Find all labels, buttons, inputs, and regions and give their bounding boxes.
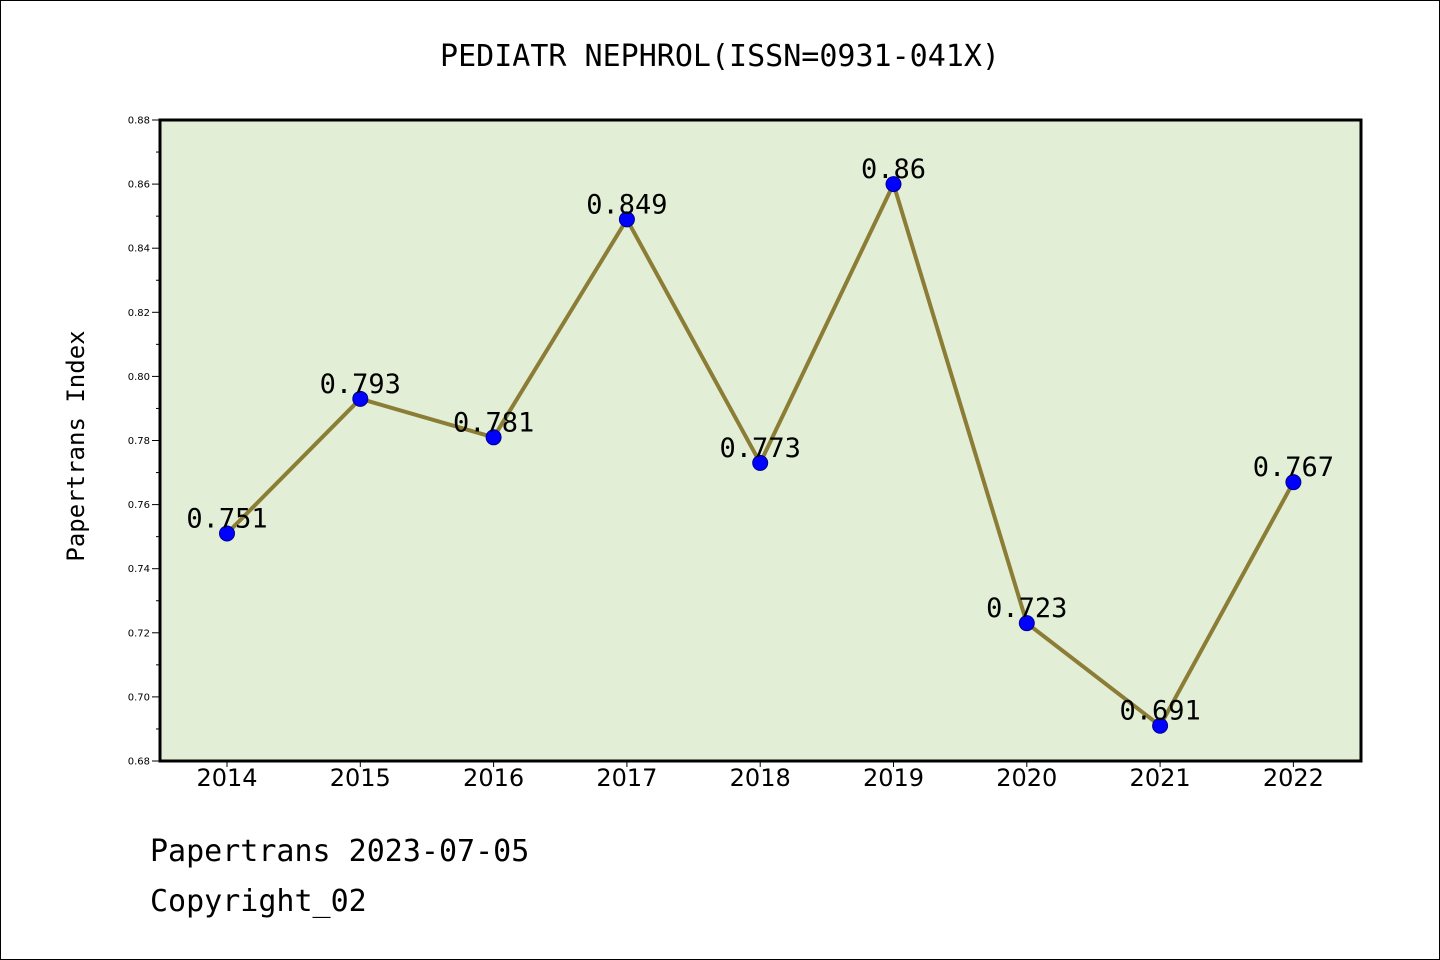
- x-tick-label: 2014: [196, 764, 257, 792]
- data-point: [219, 525, 235, 542]
- x-tick-label: 2022: [1263, 764, 1324, 792]
- data-point: [618, 211, 635, 228]
- data-label: 0.781: [453, 407, 534, 438]
- y-tick-label: 0.70: [128, 692, 150, 703]
- y-tick-label: 0.78: [128, 436, 150, 447]
- y-axis: 0.68 0.70 0.72 0.74 0.76 0.78 0.80 0.82 0.84 0.86…: [128, 116, 160, 768]
- x-tick-label: 2017: [596, 764, 657, 792]
- data-point: [752, 454, 769, 471]
- footer-copyright-label: Copyright_02: [150, 884, 367, 919]
- x-tick-label: 2015: [330, 764, 391, 792]
- y-tick-label: 0.80: [128, 372, 150, 383]
- y-tick-label: 0.72: [128, 628, 150, 639]
- y-tick-label: 0.88: [128, 116, 150, 127]
- data-labels: 0.751 0.793 0.781 0.849 0.773 0.86 0.723 0.691 0…: [186, 154, 1334, 727]
- y-tick-label: 0.86: [128, 180, 150, 191]
- data-point: [1018, 615, 1035, 632]
- data-label: 0.751: [186, 503, 267, 534]
- series-papertrans-index: [219, 176, 1302, 734]
- data-point: [485, 429, 502, 446]
- x-tick-label: 2019: [863, 764, 924, 792]
- y-tick-label: 0.84: [128, 244, 150, 255]
- data-label: 0.793: [320, 369, 401, 400]
- data-point: [352, 390, 369, 407]
- y-tick-label: 0.68: [128, 757, 150, 768]
- plot-area: [158, 118, 1363, 763]
- data-point: [885, 176, 902, 193]
- x-tick-label: 2020: [996, 764, 1057, 792]
- data-label: 0.767: [1253, 452, 1334, 483]
- x-axis: 2014 2015 2016 2017 2018 2019 2020 2021 2022: [196, 761, 1324, 792]
- y-tick-label: 0.82: [128, 308, 150, 319]
- x-tick-label: 2016: [463, 764, 524, 792]
- x-tick-label: 2018: [730, 764, 791, 792]
- data-label: 0.86: [861, 154, 926, 185]
- chart-title: PEDIATR NEPHROL(ISSN=0931-041X): [440, 39, 1000, 74]
- data-label: 0.691: [1119, 696, 1200, 727]
- data-label: 0.773: [720, 433, 801, 464]
- y-axis-label: Papertrans Index: [62, 330, 90, 561]
- y-tick-label: 0.74: [128, 564, 150, 575]
- data-label: 0.723: [986, 593, 1067, 624]
- data-point: [1285, 474, 1302, 491]
- x-tick-label: 2021: [1130, 764, 1191, 792]
- data-point: [1152, 717, 1169, 734]
- data-label: 0.849: [586, 189, 667, 220]
- footer-date-label: Papertrans 2023-07-05: [150, 834, 530, 869]
- y-tick-label: 0.76: [128, 500, 150, 511]
